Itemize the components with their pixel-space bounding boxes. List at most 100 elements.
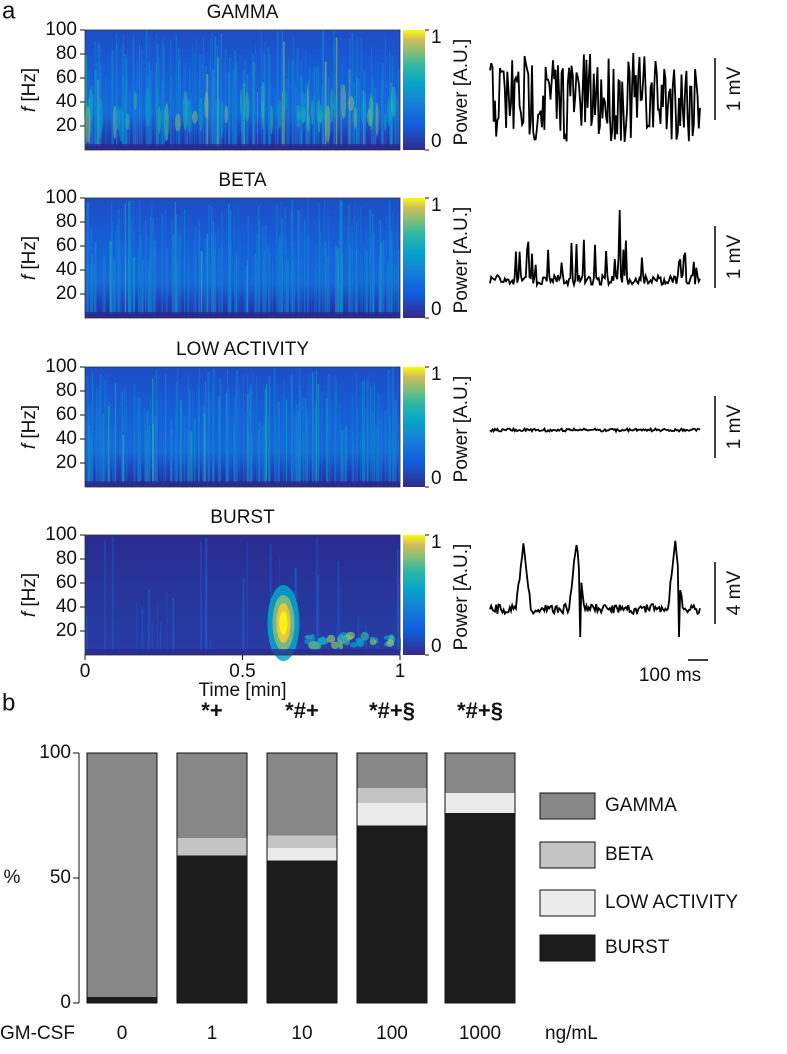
spectrogram-bottom [85, 312, 400, 318]
streak [353, 106, 357, 129]
streak [191, 110, 198, 124]
streak [163, 104, 168, 142]
bar-outline [444, 752, 516, 1004]
colorbar [403, 198, 425, 318]
legend-swatch [539, 841, 596, 869]
y-tick-label: 80 [56, 548, 77, 569]
bar-outline [356, 752, 428, 1004]
streak [369, 92, 374, 131]
y-axis-label: f [Hz] [19, 236, 40, 280]
y-tick-label: 80 [56, 43, 77, 64]
streak [96, 98, 103, 139]
streak [333, 95, 338, 119]
streak [198, 97, 203, 132]
spectrogram-bottom [85, 481, 400, 487]
spectrogram-texture [84, 367, 401, 483]
bar-outline [266, 752, 338, 1004]
spectrogram-title: GAMMA [207, 2, 279, 23]
streak [134, 91, 137, 111]
bar-segment [267, 753, 337, 836]
streak [301, 91, 306, 124]
y-tick-label: 100 [39, 742, 71, 763]
x-tick-label: 0.5 [229, 661, 255, 682]
legend-swatch [539, 934, 596, 962]
bar-segment [267, 860, 337, 1003]
bar-segment [445, 793, 515, 813]
y-tick-label: 80 [56, 211, 77, 232]
spectrogram-frame [84, 29, 401, 151]
colorbar-tick-label: 0 [431, 131, 442, 152]
burst-blob [386, 638, 394, 647]
colorbar-label: Power [A.U.] [451, 39, 472, 146]
trace [489, 209, 701, 289]
y-tick-label: 40 [56, 91, 77, 112]
burst-blob [279, 611, 288, 635]
streak [363, 98, 367, 125]
streak [204, 91, 209, 119]
colorbar-label: Power [A.U.] [451, 544, 472, 651]
y-axis-label: % [4, 867, 21, 888]
time-scale-label: 100 ms [639, 665, 701, 686]
y-axis-symbol: f [19, 610, 40, 617]
streak [157, 105, 161, 135]
streak [144, 87, 151, 127]
y-tick-label: 60 [56, 67, 77, 88]
burst-blob [318, 637, 323, 644]
colorbar [403, 30, 425, 150]
streak [125, 113, 130, 130]
streak [270, 105, 274, 135]
y-axis-label: f [Hz] [19, 573, 40, 617]
colorbar [403, 367, 425, 487]
bar-segment [177, 855, 247, 1003]
y-tick-label: 100 [45, 356, 77, 377]
legend-swatch [539, 792, 596, 820]
trace [489, 426, 701, 434]
bar-outline [176, 752, 248, 1004]
scale-bar-label: 1 mV [724, 405, 745, 450]
y-axis-label: f [Hz] [19, 405, 40, 449]
burst-blob [310, 633, 316, 642]
y-tick-label: 0 [60, 992, 71, 1013]
streak [318, 104, 325, 121]
bar-segment [87, 753, 157, 997]
bar-segment [267, 835, 337, 848]
streak [296, 108, 301, 128]
streak [261, 100, 265, 130]
significance: *#+§ [369, 698, 415, 723]
streak [306, 114, 310, 132]
y-tick-label: 60 [56, 235, 77, 256]
streak [244, 92, 250, 122]
streak [330, 87, 334, 123]
y-axis-symbol: f [19, 273, 40, 280]
streak [240, 89, 243, 114]
y-axis-unit: [Hz] [19, 236, 40, 270]
streak [85, 106, 91, 143]
panel-label: b [2, 689, 15, 716]
colorbar-tick-label: 1 [431, 364, 442, 385]
bar-segment [357, 803, 427, 826]
burst-blob [336, 640, 341, 647]
colorbar-tick-label: 0 [431, 299, 442, 320]
significance: *#+ [285, 698, 319, 723]
x-tick-label: 1 [207, 1023, 218, 1044]
spectrogram-bottom [85, 649, 400, 655]
panel-label: a [2, 0, 16, 24]
scale-bar-label: 4 mV [724, 571, 745, 616]
colorbar-tick-label: 1 [431, 195, 442, 216]
streak [277, 99, 282, 129]
y-tick-label: 20 [56, 115, 77, 136]
trace [489, 52, 701, 142]
bar-segment [445, 753, 515, 793]
streak [161, 108, 164, 125]
streak [341, 83, 347, 120]
y-tick-label: 40 [56, 428, 77, 449]
colorbar-tick-label: 1 [431, 532, 442, 553]
y-tick-label: 20 [56, 283, 77, 304]
colorbar-label: Power [A.U.] [451, 376, 472, 483]
trace [489, 540, 701, 638]
streak [391, 98, 394, 113]
y-tick-label: 60 [56, 404, 77, 425]
x-tick-label: 1 [395, 661, 406, 682]
y-axis-label: f [Hz] [19, 68, 40, 112]
legend-label: BURST [605, 937, 670, 958]
